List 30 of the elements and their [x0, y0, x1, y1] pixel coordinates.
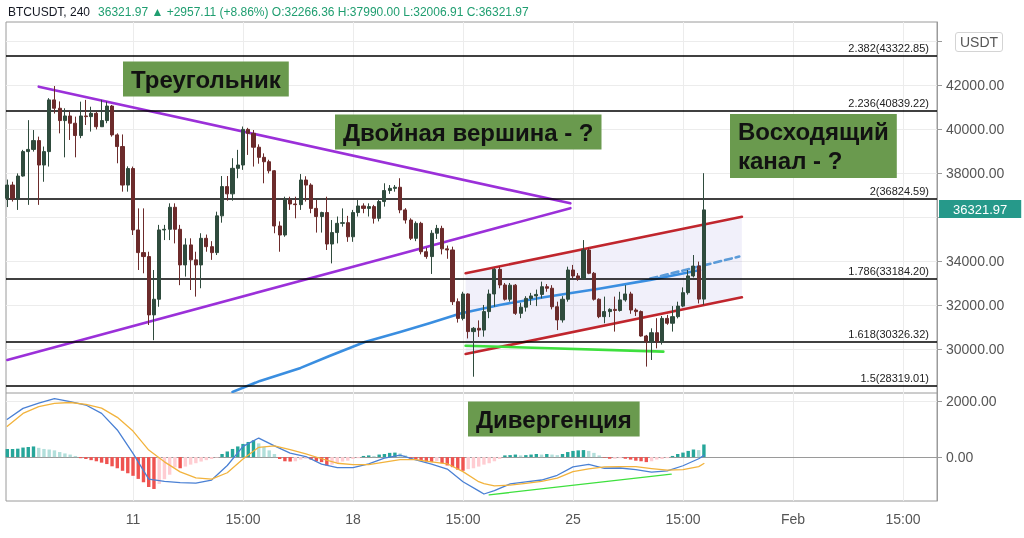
ref-line-label: 1.786(33184.20) [848, 265, 929, 278]
annotation: Дивергенция [476, 405, 632, 433]
ref-line-label: 1.5(28319.01) [860, 372, 929, 385]
y-axis-title: USDT [955, 32, 1004, 52]
ref-line-label: 2.382(43322.85) [848, 42, 929, 55]
text: 36321.97 [953, 201, 1008, 217]
x-tick-label: 15:00 [225, 511, 261, 527]
y-tick-label: 40000.00 [946, 120, 1005, 137]
annotation: Треугольник [131, 65, 282, 93]
chart-title: BTCUSDT, 240 [8, 5, 91, 19]
x-tick-label: 15:00 [445, 511, 481, 527]
ref-line-label: 2.236(40839.22) [848, 96, 929, 109]
x-tick-label: Feb [780, 511, 806, 527]
y-tick-label: 0.00 [946, 449, 974, 466]
x-tick-label: 18 [345, 511, 361, 527]
y-tick-label: 32000.00 [946, 296, 1005, 313]
x-tick-label: 15:00 [665, 511, 701, 527]
x-tick-label: 25 [565, 511, 581, 527]
x-tick-label: 11 [125, 511, 141, 527]
x-tick-label: 15:00 [885, 511, 921, 527]
y-tick-label: 34000.00 [946, 252, 1005, 269]
y-tick-label: 2000.00 [946, 393, 997, 410]
annotation: Двойная вершина - ? [343, 118, 594, 146]
y-tick-label: 30000.00 [946, 340, 1005, 357]
ref-line-label: 2(36824.59) [869, 185, 929, 198]
annotation: Восходящий канал - ? [738, 118, 889, 174]
chart-subtitle: 36321.97 ▲ +2957.11 (+8.86%) O:32266.36 H:37990.00 L:32006.91 C:36321.97 [98, 5, 529, 19]
y-tick-label: 38000.00 [946, 164, 1005, 181]
y-tick-label: 42000.00 [946, 76, 1005, 93]
ref-line-label: 1.618(30326.32) [848, 328, 929, 341]
